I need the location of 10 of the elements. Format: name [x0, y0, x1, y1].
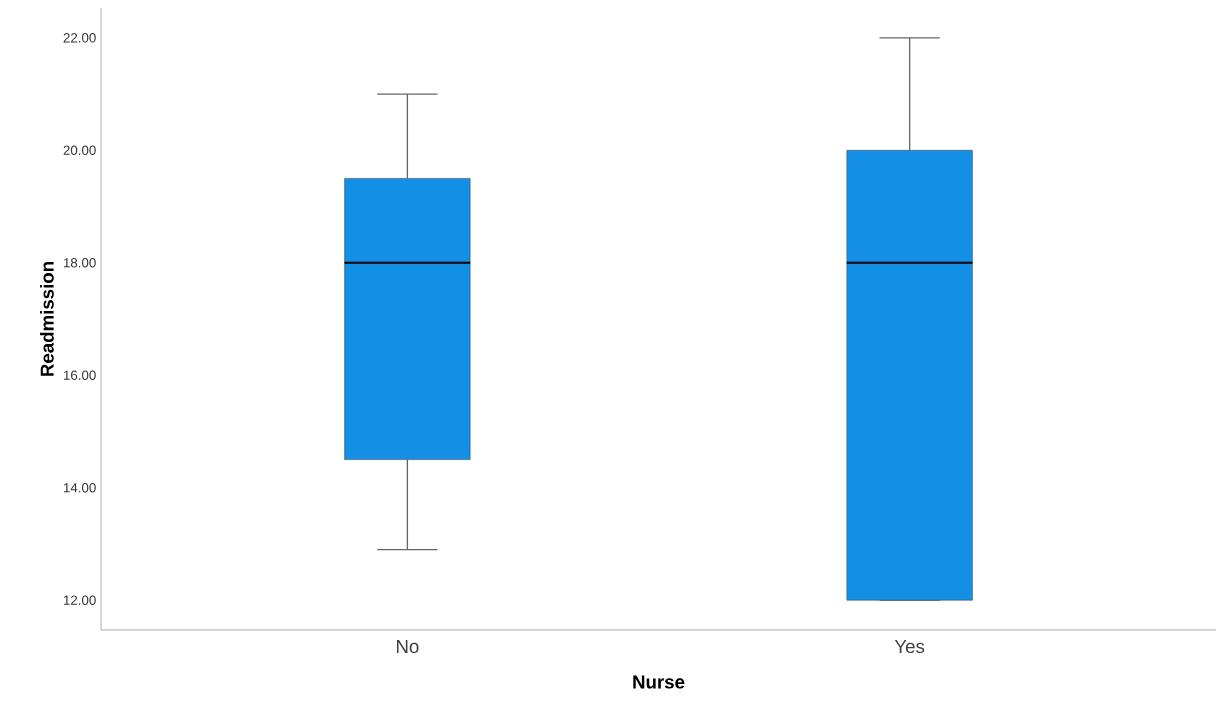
x-axis-title: Nurse [633, 675, 685, 689]
y-axis-title: Readmission [40, 262, 54, 376]
y-tick-label: 18.00 [63, 258, 96, 268]
y-tick-label: 14.00 [63, 483, 96, 493]
x-tick-label: Yes [894, 640, 925, 654]
y-tick-label: 16.00 [63, 370, 96, 380]
y-tick-label: 22.00 [63, 33, 96, 43]
y-tick-label: 12.00 [63, 595, 96, 605]
y-tick-label: 20.00 [63, 145, 96, 155]
x-tick-label: No [396, 640, 419, 654]
